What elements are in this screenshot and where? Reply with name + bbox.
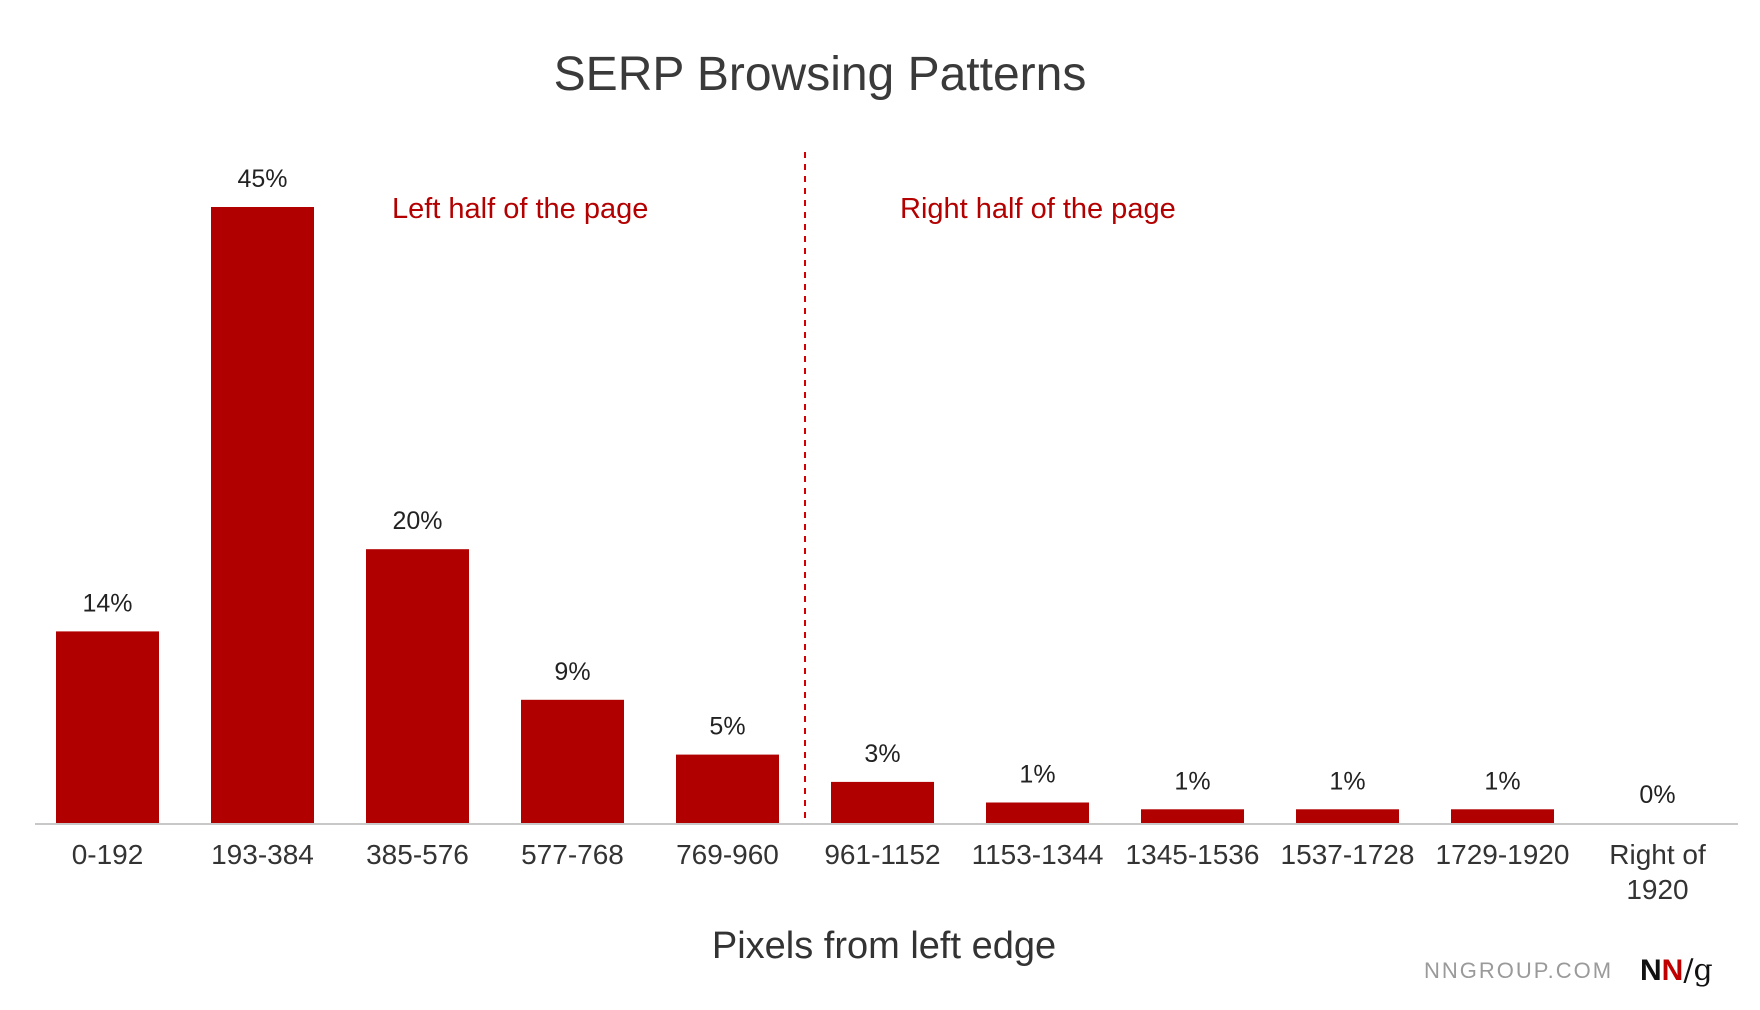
brand-logo: NN/g	[1640, 953, 1713, 988]
data-label-1345-1536: 1%	[1174, 767, 1210, 795]
tick-label-1153-1344: 1153-1344	[972, 839, 1104, 870]
data-label-577-768: 9%	[554, 658, 590, 686]
data-label-right-of-1920: 0%	[1639, 781, 1675, 809]
tick-label-769-960: 769-960	[676, 839, 779, 870]
bar-577-768	[521, 699, 624, 823]
brand-logo-part-3: /g	[1683, 953, 1712, 988]
tick-label-1537-1728: 1537-1728	[1281, 839, 1415, 870]
brand-logo-part-1: N	[1640, 954, 1662, 987]
annotation-left-half: Left half of the page	[392, 193, 648, 225]
tick-label-577-768: 577-768	[521, 839, 624, 870]
annotation-right-half: Right half of the page	[900, 193, 1176, 225]
tick-label-385-576: 385-576	[366, 839, 469, 870]
data-label-1153-1344: 1%	[1019, 761, 1055, 789]
tick-label-right-of-1920: Right of 1920	[1609, 839, 1706, 905]
bar-0-192	[56, 631, 159, 823]
data-label-769-960: 5%	[709, 713, 745, 741]
bar-385-576	[366, 549, 469, 823]
data-label-0-192: 14%	[82, 589, 132, 617]
tick-label-1729-1920: 1729-1920	[1436, 839, 1570, 870]
tick-label-group: 0-192 193-384 385-576 577-768 769-960 961-115…	[72, 839, 1706, 905]
bar-1537-1728	[1296, 809, 1399, 823]
data-label-961-1152: 3%	[864, 740, 900, 768]
bar-1345-1536	[1141, 809, 1244, 823]
bar-group	[56, 207, 1554, 823]
data-label-1537-1728: 1%	[1329, 767, 1365, 795]
data-label-385-576: 20%	[392, 507, 442, 535]
tick-label-0-192: 0-192	[72, 839, 144, 870]
tick-label-193-384: 193-384	[211, 839, 314, 870]
bar-193-384	[211, 207, 314, 823]
bar-769-960	[676, 754, 779, 823]
bar-961-1152	[831, 781, 934, 823]
bar-1153-1344	[986, 802, 1089, 823]
data-label-193-384: 45%	[237, 165, 287, 193]
data-label-1729-1920: 1%	[1484, 767, 1520, 795]
data-label-group: 14% 45% 20% 9% 5% 3% 1% 1% 1% 1% 0%	[82, 165, 1675, 809]
x-axis-title: Pixels from left edge	[712, 925, 1056, 967]
chart-title: SERP Browsing Patterns	[554, 48, 1087, 101]
brand-site-url: NNGROUP.COM	[1424, 958, 1613, 983]
tick-label-961-1152: 961-1152	[824, 839, 940, 870]
tick-label-1345-1536: 1345-1536	[1126, 839, 1260, 870]
bar-1729-1920	[1451, 809, 1554, 823]
brand-logo-part-2: N	[1662, 954, 1684, 987]
